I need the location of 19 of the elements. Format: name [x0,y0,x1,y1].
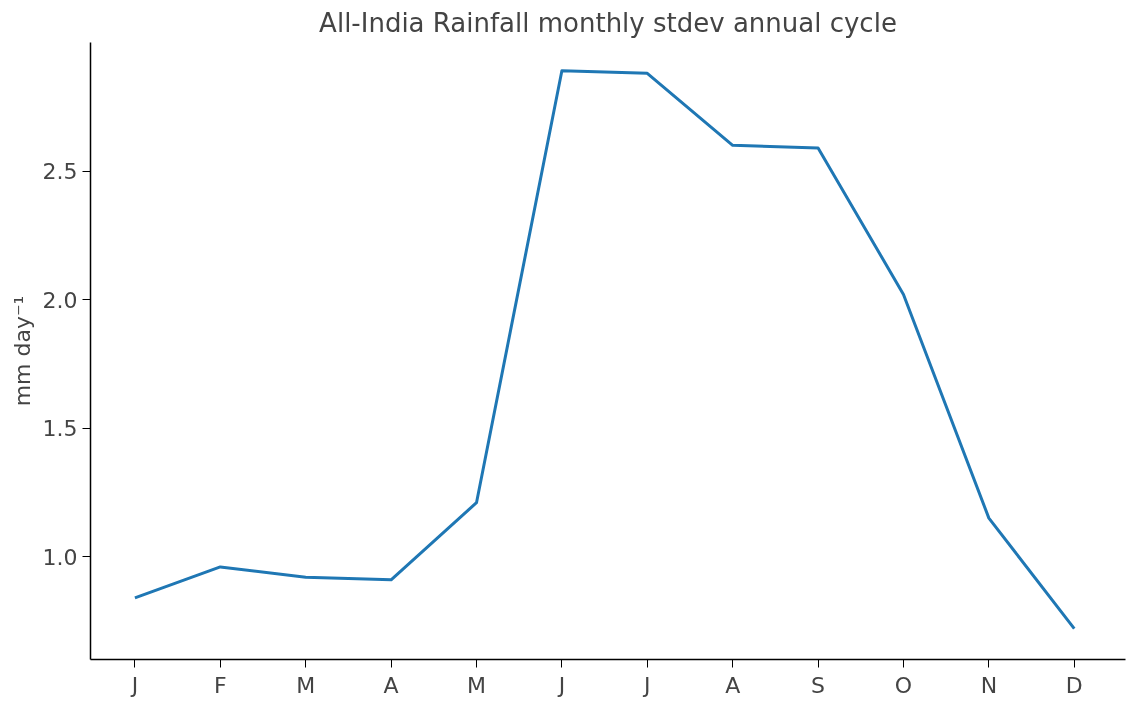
x-tick-label: N [980,672,998,698]
x-tick-label: J [556,672,566,698]
y-tick-label: 2.5 [42,159,78,185]
x-tick-label: O [894,672,913,698]
line-series [133,69,1076,631]
x-tick-label: A [383,672,399,698]
x-tick-label: D [1065,672,1083,698]
x-tick-label: A [725,672,741,698]
chart-title: All-India Rainfall monthly stdev annual cycle [319,7,897,38]
y-tick-label: 1.5 [42,416,78,442]
x-tick-label: S [811,672,826,698]
x-tick-label: J [642,672,651,698]
x-tick-label: F [213,672,227,698]
x-tick-label: J [129,672,139,698]
y-tick-label: 1.0 [42,544,78,570]
x-tick-label: M [467,672,486,698]
y-tick-label: 2.0 [42,287,78,313]
y-axis-title: mm day⁻¹ [9,295,35,407]
x-tick-label: M [296,672,316,698]
